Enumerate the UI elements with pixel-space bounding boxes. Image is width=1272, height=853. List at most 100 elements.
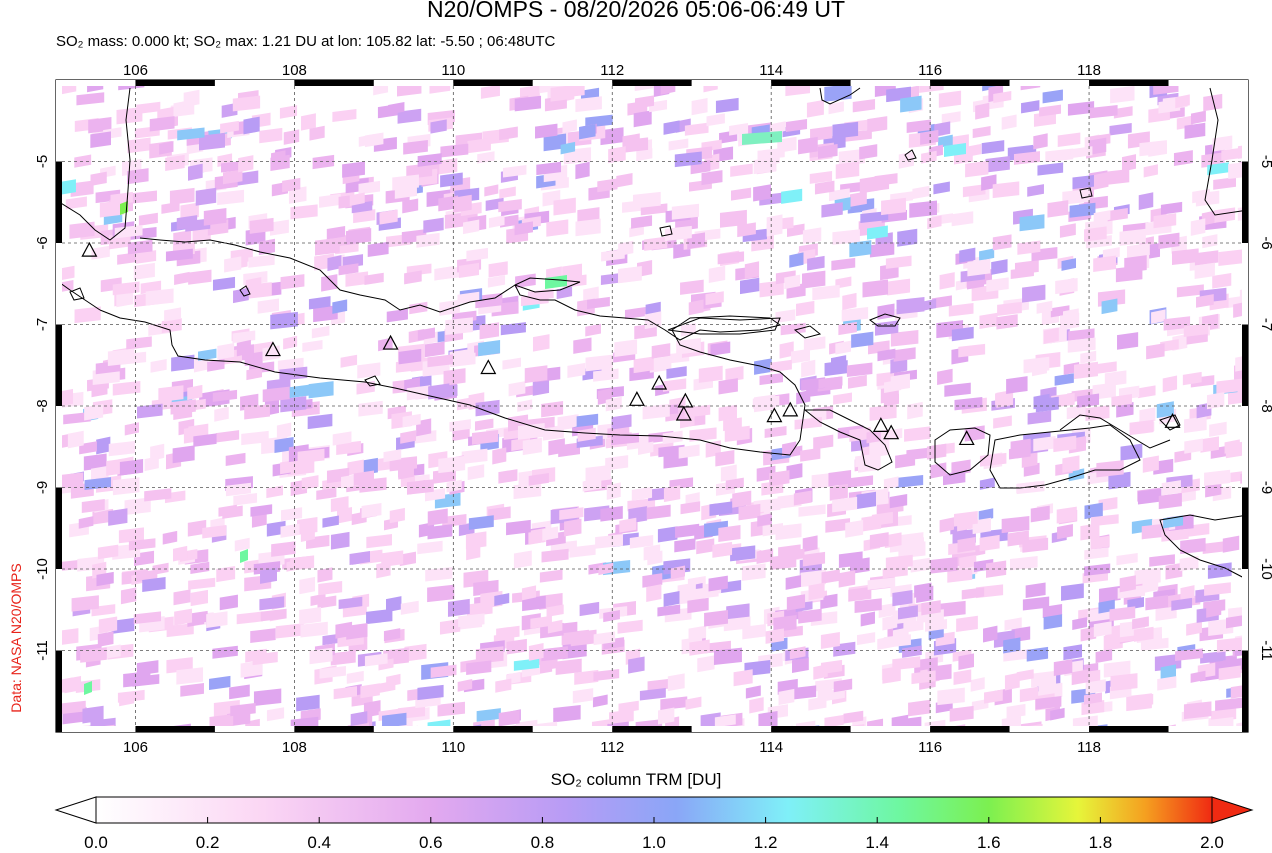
so2-pixel — [76, 92, 105, 106]
so2-pixel — [920, 129, 939, 145]
so2-pixel — [173, 589, 191, 606]
so2-pixel — [821, 659, 843, 675]
so2-pixel — [290, 204, 318, 220]
so2-pixel — [541, 646, 568, 662]
so2-pixel — [979, 534, 1000, 552]
so2-pixel — [931, 295, 952, 309]
so2-pixel — [849, 191, 867, 207]
so2-pixel — [1126, 243, 1150, 258]
so2-pixel — [133, 262, 155, 280]
so2-pixel — [57, 179, 76, 196]
so2-pixel — [1027, 184, 1044, 197]
so2-pixel — [119, 458, 144, 476]
so2-pixel — [1203, 93, 1223, 112]
so2-pixel — [349, 550, 371, 565]
so2-pixel — [1104, 370, 1127, 387]
so2-pixel — [1186, 621, 1202, 636]
so2-pixel — [399, 551, 416, 567]
so2-pixel — [909, 200, 937, 218]
so2-pixel — [908, 699, 931, 717]
so2-pixel — [984, 689, 1003, 704]
so2-pixel — [417, 327, 435, 341]
so2-pixel — [790, 348, 810, 364]
so2-pixel — [173, 545, 188, 562]
so2-pixel — [70, 180, 94, 198]
so2-pixel — [322, 515, 339, 528]
lat-label-right: -6 — [1258, 236, 1272, 249]
volcano-marker — [958, 430, 975, 446]
so2-pixel — [1084, 563, 1111, 577]
so2-pixel — [1077, 393, 1100, 408]
so2-pixel — [662, 378, 687, 392]
colorbar-tick-label: 1.6 — [976, 833, 1001, 852]
lat-label-right: -9 — [1258, 481, 1272, 494]
lon-label-bottom: 110 — [441, 739, 465, 756]
so2-pixel — [259, 596, 285, 611]
so2-pixel — [729, 123, 748, 136]
so2-pixel — [979, 477, 995, 490]
so2-pixel — [1127, 597, 1145, 610]
so2-pixel — [778, 688, 795, 706]
so2-pixel — [427, 354, 453, 368]
so2-pixel — [502, 164, 527, 178]
so2-pixel — [174, 271, 190, 286]
so2-pixel — [1093, 172, 1109, 190]
lon-label-top: 114 — [759, 62, 783, 79]
so2-pixel — [1201, 210, 1216, 226]
so2-pixel — [279, 105, 298, 119]
so2-pixel — [937, 687, 965, 706]
so2-pixel — [951, 326, 974, 342]
so2-pixel — [1090, 514, 1119, 527]
so2-pixel — [1096, 460, 1124, 478]
lat-label-left: -6 — [34, 236, 51, 249]
so2-pixel — [794, 417, 822, 430]
so2-pixel — [1132, 616, 1149, 630]
so2-pixel — [473, 579, 499, 596]
so2-pixel — [897, 605, 918, 620]
so2-pixel — [169, 187, 195, 205]
so2-pixel — [985, 560, 1007, 578]
so2-pixel — [58, 265, 75, 281]
so2-pixel — [1183, 323, 1209, 337]
colorbar-under-arrow — [54, 796, 97, 824]
so2-pixel — [212, 389, 238, 402]
so2-pixel — [532, 334, 550, 352]
so2-pixel — [821, 202, 843, 218]
so2-pixel — [1148, 142, 1167, 157]
so2-pixel — [758, 710, 778, 729]
so2-pixel — [522, 595, 546, 612]
so2-pixel — [719, 209, 747, 228]
so2-pixel — [84, 477, 112, 491]
so2-pixel — [1089, 137, 1107, 155]
lon-label-bottom: 106 — [123, 739, 148, 756]
so2-pixel — [789, 252, 804, 268]
so2-pixel — [553, 705, 581, 723]
so2-pixel — [467, 464, 485, 481]
so2-pixel — [144, 488, 172, 502]
so2-pixel — [715, 97, 739, 114]
so2-pixel — [587, 296, 610, 310]
so2-pixel — [361, 502, 382, 519]
so2-pixel — [1083, 692, 1102, 705]
so2-pixel — [112, 380, 141, 396]
so2-pixel — [1022, 284, 1046, 303]
so2-pixel — [605, 396, 622, 412]
so2-pixel-high — [944, 143, 966, 157]
so2-pixel — [812, 284, 840, 301]
so2-pixel — [192, 227, 211, 243]
lon-label-bottom: 118 — [1077, 739, 1101, 756]
so2-pixel — [1014, 260, 1039, 275]
so2-pixel — [353, 470, 375, 486]
so2-pixel — [214, 406, 229, 422]
so2-pixel — [956, 615, 978, 633]
so2-pixel — [809, 171, 833, 184]
so2-pixel — [406, 385, 431, 401]
so2-pixel — [1043, 327, 1059, 344]
so2-pixel — [831, 355, 847, 370]
so2-pixel — [327, 255, 342, 272]
so2-pixel — [646, 504, 671, 520]
so2-pixel — [309, 647, 333, 665]
so2-pixel — [376, 561, 391, 579]
border-tick-bottom — [214, 726, 295, 732]
so2-pixel — [288, 186, 307, 204]
